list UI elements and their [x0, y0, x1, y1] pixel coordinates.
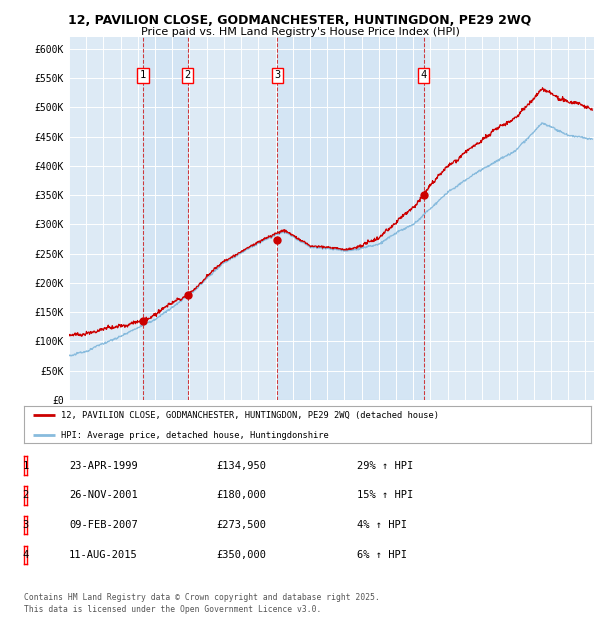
Text: 1: 1 — [22, 461, 29, 471]
Text: 4: 4 — [22, 550, 29, 560]
Text: 4% ↑ HPI: 4% ↑ HPI — [357, 520, 407, 530]
Text: 6% ↑ HPI: 6% ↑ HPI — [357, 550, 407, 560]
Text: 2: 2 — [22, 490, 29, 500]
Text: 4: 4 — [421, 70, 427, 80]
Text: 12, PAVILION CLOSE, GODMANCHESTER, HUNTINGDON, PE29 2WQ: 12, PAVILION CLOSE, GODMANCHESTER, HUNTI… — [68, 14, 532, 27]
Text: Contains HM Land Registry data © Crown copyright and database right 2025.
This d: Contains HM Land Registry data © Crown c… — [24, 593, 380, 614]
Bar — [143, 37, 188, 400]
Text: 15% ↑ HPI: 15% ↑ HPI — [357, 490, 413, 500]
Text: 26-NOV-2001: 26-NOV-2001 — [69, 490, 138, 500]
Text: £134,950: £134,950 — [216, 461, 266, 471]
Text: Price paid vs. HM Land Registry's House Price Index (HPI): Price paid vs. HM Land Registry's House … — [140, 27, 460, 37]
Text: HPI: Average price, detached house, Huntingdonshire: HPI: Average price, detached house, Hunt… — [61, 431, 329, 440]
Text: £350,000: £350,000 — [216, 550, 266, 560]
Text: 12, PAVILION CLOSE, GODMANCHESTER, HUNTINGDON, PE29 2WQ (detached house): 12, PAVILION CLOSE, GODMANCHESTER, HUNTI… — [61, 411, 439, 420]
Text: 2: 2 — [185, 70, 191, 80]
Text: £180,000: £180,000 — [216, 490, 266, 500]
Text: 11-AUG-2015: 11-AUG-2015 — [69, 550, 138, 560]
Bar — [277, 37, 424, 400]
Text: 3: 3 — [274, 70, 281, 80]
Text: 23-APR-1999: 23-APR-1999 — [69, 461, 138, 471]
Text: 29% ↑ HPI: 29% ↑ HPI — [357, 461, 413, 471]
Text: 09-FEB-2007: 09-FEB-2007 — [69, 520, 138, 530]
Text: 1: 1 — [140, 70, 146, 80]
Text: 3: 3 — [22, 520, 29, 530]
Text: £273,500: £273,500 — [216, 520, 266, 530]
